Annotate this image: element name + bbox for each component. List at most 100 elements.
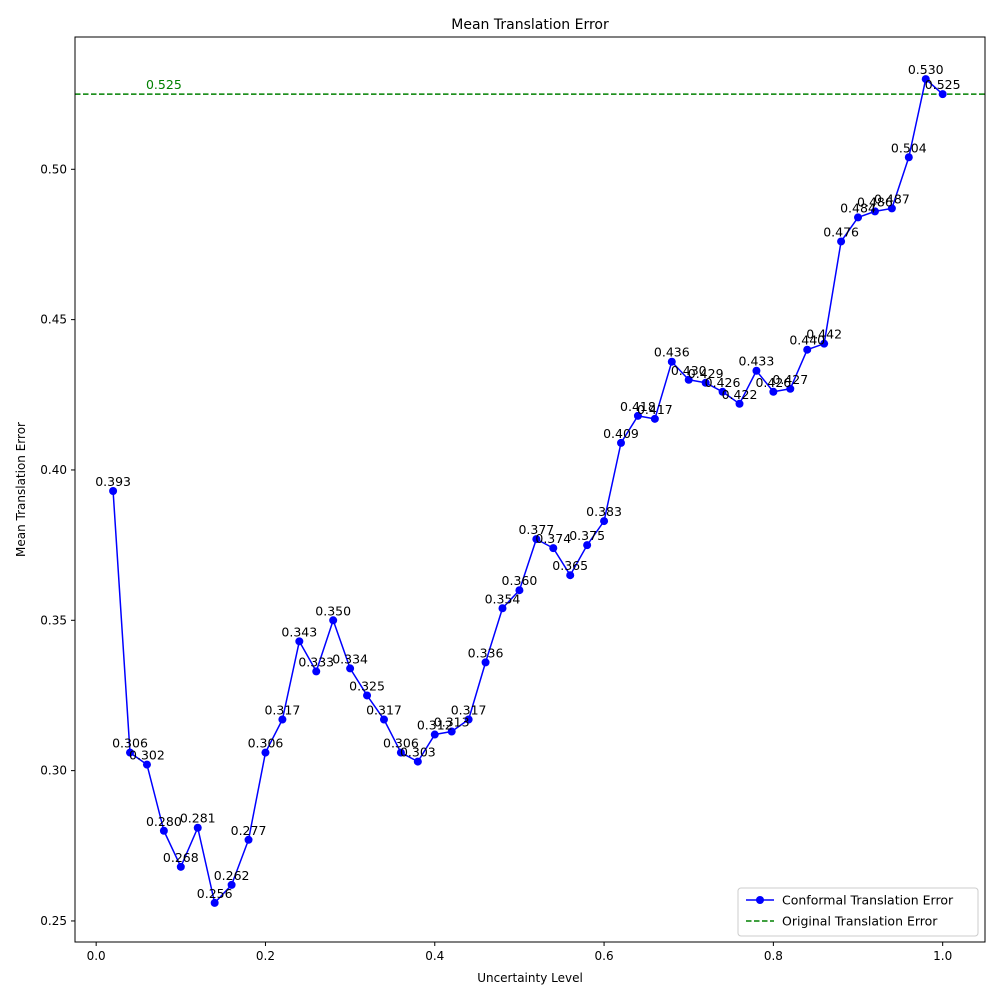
data-point (633, 411, 642, 420)
data-point (769, 387, 778, 396)
y-tick-label: 0.25 (40, 914, 67, 928)
data-label: 0.409 (603, 426, 639, 441)
legend-label-original: Original Translation Error (782, 914, 938, 929)
data-point (938, 90, 947, 99)
data-point (159, 826, 168, 835)
data-point (176, 862, 185, 871)
data-point (227, 880, 236, 889)
x-tick-label: 1.0 (933, 949, 952, 963)
data-label: 0.374 (535, 531, 571, 546)
data-point (481, 658, 490, 667)
data-point (667, 357, 676, 366)
data-label: 0.336 (468, 645, 504, 660)
data-point (718, 387, 727, 396)
data-label: 0.487 (874, 191, 910, 206)
data-label: 0.333 (298, 654, 334, 669)
data-label: 0.302 (129, 748, 165, 763)
data-label: 0.393 (95, 474, 131, 489)
data-label: 0.433 (739, 354, 775, 369)
data-label: 0.306 (383, 736, 419, 751)
legend: Conformal Translation Error Original Tra… (737, 887, 979, 937)
data-point (396, 748, 405, 757)
data-point (244, 835, 253, 844)
y-tick-label: 0.50 (40, 162, 67, 176)
data-label: 0.306 (248, 736, 284, 751)
data-label: 0.317 (451, 703, 487, 718)
legend-box (737, 887, 979, 937)
data-point (126, 748, 135, 757)
x-tick-label: 0.4 (425, 949, 444, 963)
data-label: 0.418 (620, 399, 656, 414)
data-label: 0.440 (789, 333, 825, 348)
data-label: 0.306 (112, 736, 148, 751)
series-line-conformal (112, 78, 944, 904)
data-point (193, 823, 202, 832)
y-axis-label: Mean Translation Error (14, 422, 28, 557)
data-label: 0.312 (417, 718, 453, 733)
data-point (650, 414, 659, 423)
data-point (515, 586, 524, 595)
data-label: 0.422 (722, 387, 758, 402)
data-point (870, 207, 879, 216)
x-tick-label: 0.6 (595, 949, 614, 963)
data-label: 0.317 (264, 703, 300, 718)
data-label: 0.430 (671, 363, 707, 378)
data-label: 0.525 (925, 77, 961, 92)
plot-area: 0.5250.3930.3060.3020.2800.2680.2810.256… (75, 62, 985, 907)
data-label: 0.530 (908, 62, 944, 77)
data-point (921, 75, 930, 84)
y-tick-label: 0.45 (40, 313, 67, 327)
data-point (346, 664, 355, 673)
y-tick-label: 0.35 (40, 613, 67, 627)
data-label: 0.360 (502, 573, 538, 588)
x-tick-label: 0.8 (764, 949, 783, 963)
data-point (684, 375, 693, 384)
data-label: 0.504 (891, 140, 927, 155)
data-point (430, 730, 439, 739)
data-point (566, 571, 575, 580)
data-point (498, 604, 507, 613)
data-point (363, 691, 372, 700)
legend-marker-conformal (756, 896, 764, 904)
chart-title: Mean Translation Error (451, 17, 609, 33)
data-label: 0.280 (146, 814, 182, 829)
data-label: 0.377 (518, 522, 554, 537)
data-label: 0.277 (231, 823, 267, 838)
data-point (887, 204, 896, 213)
data-label: 0.256 (197, 886, 233, 901)
data-label: 0.281 (180, 811, 216, 826)
data-label: 0.303 (400, 745, 436, 760)
reference-line-label: 0.525 (146, 77, 182, 92)
data-point (312, 667, 321, 676)
data-label: 0.262 (214, 868, 250, 883)
plot-frame (74, 36, 986, 943)
data-label: 0.442 (806, 327, 842, 342)
data-label: 0.486 (857, 194, 893, 209)
data-label: 0.313 (434, 715, 470, 730)
data-label: 0.429 (688, 366, 724, 381)
data-point (820, 339, 829, 348)
data-point (583, 541, 592, 550)
data-label: 0.325 (349, 678, 385, 693)
data-label: 0.426 (705, 375, 741, 390)
data-point (803, 345, 812, 354)
data-point (532, 535, 541, 544)
data-point (278, 715, 287, 724)
y-tick-label: 0.40 (40, 463, 67, 477)
data-label: 0.427 (772, 372, 808, 387)
data-point (752, 366, 761, 375)
data-label: 0.343 (281, 624, 317, 639)
data-point (854, 213, 863, 222)
data-label: 0.350 (315, 603, 351, 618)
data-label: 0.383 (586, 504, 622, 519)
y-tick-label: 0.30 (40, 764, 67, 778)
data-label: 0.436 (654, 345, 690, 360)
data-label: 0.375 (569, 528, 605, 543)
data-point (379, 715, 388, 724)
data-point (735, 399, 744, 408)
data-label: 0.484 (840, 200, 876, 215)
data-point (786, 384, 795, 393)
data-point (109, 487, 118, 496)
data-label: 0.317 (366, 703, 402, 718)
